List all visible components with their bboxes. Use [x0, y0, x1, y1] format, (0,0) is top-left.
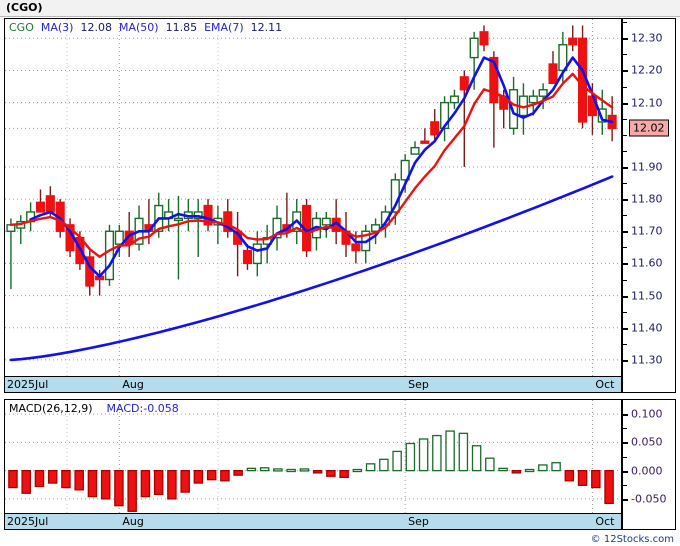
- macd-axis-minor-tick: [623, 428, 627, 430]
- price-plot-area[interactable]: [5, 19, 621, 376]
- macd-axis-label: 0.050: [631, 435, 663, 449]
- legend-ma50-label: MA(50): [118, 21, 159, 34]
- date-axis-label: 2025Jul: [7, 515, 49, 528]
- legend-ma50-value: 11.85: [165, 21, 198, 34]
- price-axis-minor-tick: [623, 263, 627, 265]
- price-axis-minor-tick: [623, 183, 627, 185]
- price-chart-panel[interactable]: 2025Jul Aug Sep Oct 12.30 12.20 12.10 11.90 11.…: [4, 18, 676, 393]
- last-price-badge: 12.02: [629, 119, 669, 137]
- price-candlestick-svg: [5, 19, 621, 376]
- price-axis-minor-tick: [623, 295, 627, 297]
- macd-legend: MACD(26,12,9) MACD:-0.058: [9, 402, 179, 415]
- price-axis-minor-tick: [623, 166, 627, 168]
- macd-axis-minor-tick: [623, 456, 627, 458]
- price-axis-tick: [623, 102, 628, 105]
- price-axis-minor-tick: [623, 231, 627, 233]
- macd-axis-label: -0.050: [631, 492, 667, 506]
- price-axis-tick: [623, 359, 628, 362]
- macd-axis-tick: [623, 442, 628, 445]
- macd-plot-area[interactable]: [5, 400, 621, 513]
- date-axis-label: Sep: [408, 378, 429, 391]
- price-axis-tick: [623, 166, 628, 169]
- date-axis-label: Oct: [595, 378, 615, 391]
- price-axis-minor-tick: [623, 22, 627, 24]
- price-axis-label: 11.70: [631, 224, 663, 238]
- price-legend: CGO MA(3) 12.08 MA(50) 11.85 EMA(7) 12.11: [9, 21, 282, 34]
- legend-ma3-value: 12.08: [80, 21, 112, 34]
- price-axis-minor-tick: [623, 150, 627, 152]
- price-value-axis: 12.30 12.20 12.10 11.90 11.80 11.70 11.60 11.50…: [621, 19, 675, 392]
- macd-params-label: MACD(26,12,9): [9, 402, 93, 415]
- macd-axis-tick: [623, 498, 628, 501]
- price-axis-minor-tick: [623, 343, 627, 345]
- macd-value-axis: 0.100 0.050 0.000 -0.050: [621, 400, 675, 529]
- price-axis-tick: [623, 70, 628, 73]
- price-axis-minor-tick: [623, 247, 627, 249]
- price-axis-minor-tick: [623, 70, 627, 72]
- price-date-axis: 2025Jul Aug Sep Oct: [5, 376, 621, 392]
- legend-ema7-label: EMA(7): [204, 21, 244, 34]
- price-axis-tick: [623, 263, 628, 266]
- price-axis-minor-tick: [623, 86, 627, 88]
- date-axis-label: Sep: [408, 515, 429, 528]
- date-axis-label: Oct: [595, 515, 615, 528]
- price-axis-label: 12.20: [631, 63, 663, 77]
- price-axis-minor-tick: [623, 327, 627, 329]
- price-axis-label: 12.10: [631, 96, 663, 110]
- legend-symbol: CGO: [9, 21, 34, 34]
- date-axis-label: Aug: [122, 378, 144, 391]
- price-axis-label: 11.60: [631, 256, 663, 270]
- price-axis-tick: [623, 199, 628, 202]
- date-axis-label: Aug: [122, 515, 144, 528]
- price-axis-label: 12.30: [631, 31, 663, 45]
- watermark: © 12Stocks.com: [590, 534, 674, 545]
- macd-axis-label: 0.000: [631, 464, 663, 478]
- macd-axis-tick: [623, 414, 628, 417]
- price-axis-label: 11.80: [631, 192, 663, 206]
- price-axis-tick: [623, 295, 628, 298]
- window-title-bar: (CGO): [0, 0, 680, 17]
- price-axis-minor-tick: [623, 102, 627, 104]
- price-axis-label: 11.40: [631, 321, 663, 335]
- macd-axis-tick: [623, 470, 628, 473]
- price-axis-minor-tick: [623, 118, 627, 120]
- macd-axis-minor-tick: [623, 484, 627, 486]
- price-axis-minor-tick: [623, 311, 627, 313]
- legend-ma3-label: MA(3): [40, 21, 74, 34]
- date-axis-label: 2025Jul: [7, 378, 49, 391]
- price-axis-minor-tick: [623, 279, 627, 281]
- price-axis-tick: [623, 327, 628, 330]
- macd-chart-panel[interactable]: 2025Jul Aug Sep Oct 0.100 0.050 0.000 -0.050 M…: [4, 399, 676, 530]
- price-axis-minor-tick: [623, 215, 627, 217]
- price-axis-minor-tick: [623, 134, 627, 136]
- macd-date-axis: 2025Jul Aug Sep Oct: [5, 513, 621, 529]
- macd-histogram-svg: [5, 400, 621, 513]
- macd-value-label: MACD:-0.058: [106, 402, 179, 415]
- macd-axis-label: 0.100: [631, 407, 663, 421]
- page-title: (CGO): [6, 1, 43, 14]
- price-axis-label: 11.90: [631, 160, 663, 174]
- price-axis-label: 11.50: [631, 289, 663, 303]
- legend-ema7-value: 12.11: [250, 21, 283, 34]
- price-axis-minor-tick: [623, 54, 627, 56]
- price-axis-label: 11.30: [631, 353, 663, 367]
- price-axis-tick: [623, 231, 628, 234]
- price-axis-tick: [623, 38, 628, 41]
